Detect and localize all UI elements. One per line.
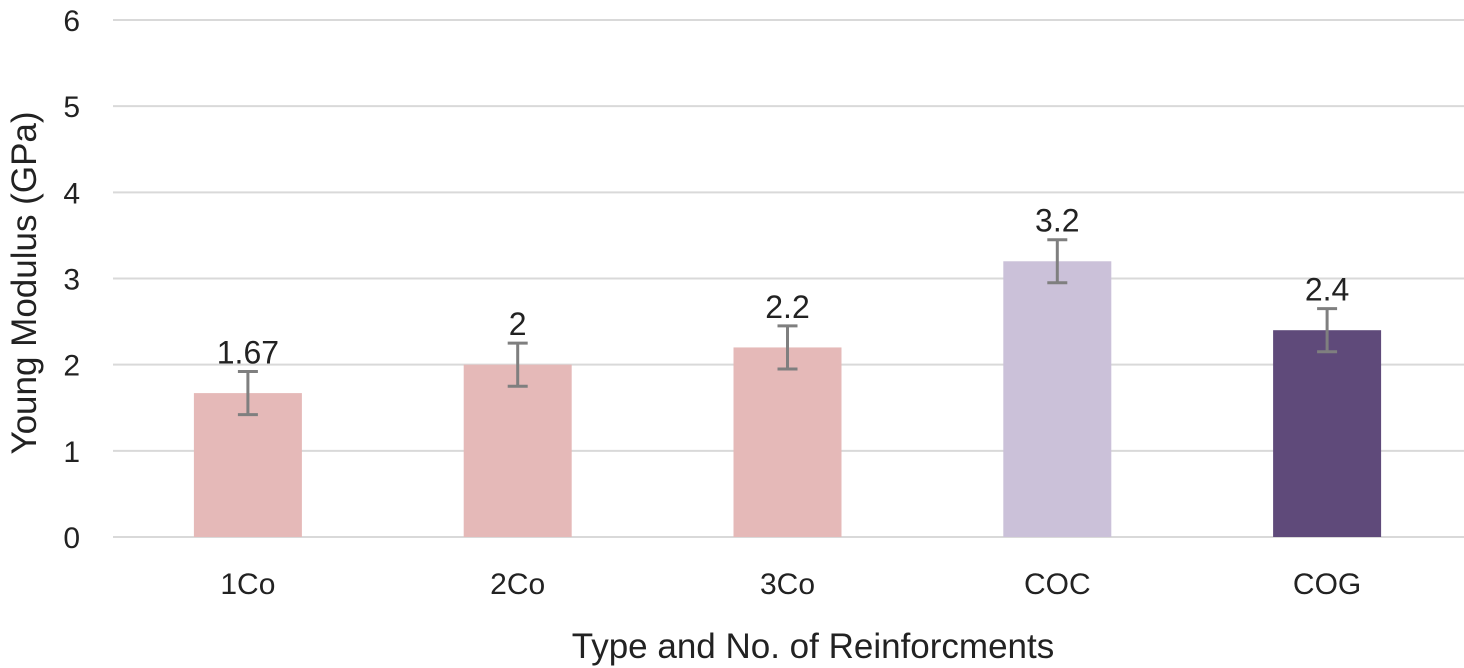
- y-tick-label: 0: [63, 522, 80, 555]
- bar-2Co: [463, 364, 572, 537]
- bar-1Co: [193, 393, 302, 537]
- y-tick-label: 4: [63, 177, 80, 210]
- y-axis-title: Young Modulus (GPa): [5, 111, 44, 454]
- error-bar: [237, 370, 258, 417]
- error-bar: [777, 324, 798, 371]
- error-bars: [237, 238, 1338, 417]
- data-label: 1.67: [217, 335, 279, 371]
- y-tick-label: 3: [63, 264, 80, 297]
- x-tick-label: COC: [1024, 568, 1091, 601]
- error-bar: [507, 341, 528, 388]
- data-label: 2: [509, 306, 527, 342]
- data-label: 2.2: [765, 289, 809, 325]
- data-labels: 1.67 2 2.2 3.2 2.4: [217, 203, 1350, 371]
- error-bar: [1317, 307, 1338, 354]
- y-tick-label: 5: [63, 91, 80, 124]
- bar-3Co: [733, 347, 842, 537]
- data-label: 2.4: [1305, 272, 1349, 308]
- x-axis-title: Type and No. of Reinforcments: [572, 627, 1054, 666]
- bar-COG: [1273, 330, 1382, 537]
- y-tick-label: 2: [63, 350, 80, 383]
- x-tick-label: 2Co: [490, 568, 545, 601]
- data-label: 3.2: [1035, 203, 1079, 239]
- y-tick-label: 6: [63, 5, 80, 38]
- bars: [193, 261, 1382, 537]
- x-tick-label: 1Co: [220, 568, 275, 601]
- y-axis-ticks: 0 1 2 3 4 5 6: [63, 5, 80, 555]
- x-axis-ticks: 1Co 2Co 3Co COC COG: [220, 568, 1361, 601]
- x-tick-label: COG: [1293, 568, 1361, 601]
- x-tick-label: 3Co: [760, 568, 815, 601]
- bar-COC: [1003, 261, 1112, 537]
- y-tick-label: 1: [63, 436, 80, 469]
- error-bar: [1047, 238, 1068, 285]
